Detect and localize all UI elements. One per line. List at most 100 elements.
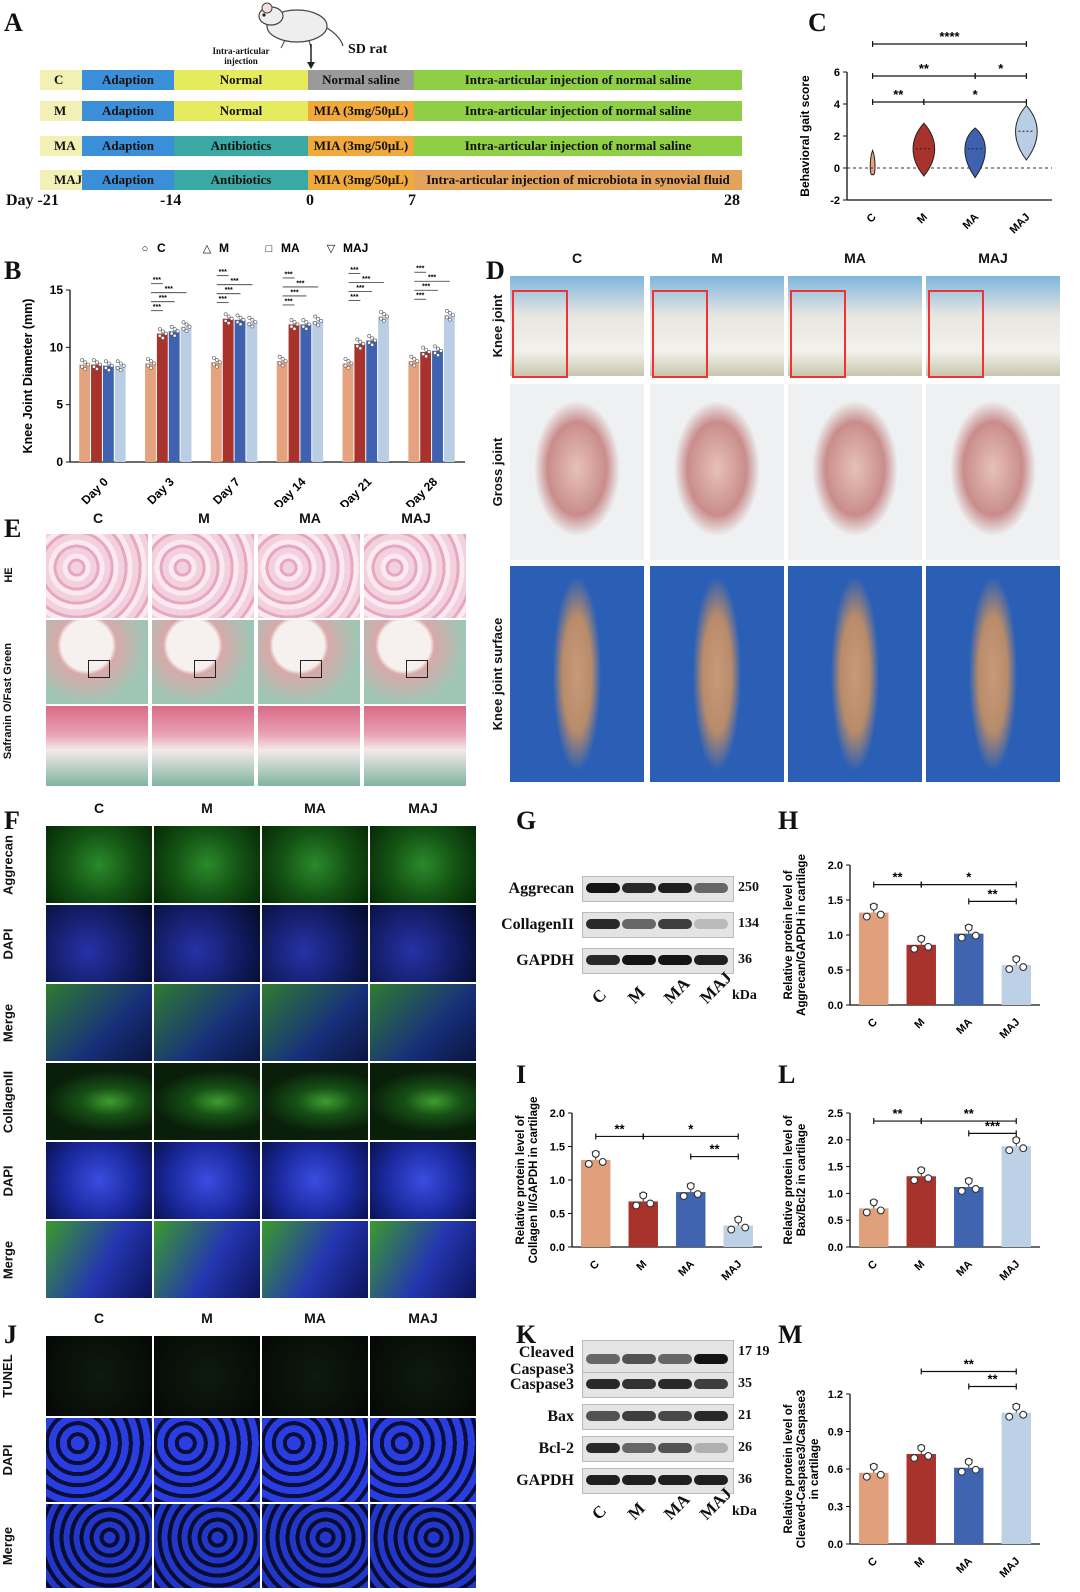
data-point (924, 1174, 933, 1183)
x-tick-label: C (866, 1016, 880, 1030)
group-code-ma: MA (40, 136, 82, 156)
image-tile (370, 1418, 476, 1502)
injection-arrow (307, 44, 315, 69)
data-point (727, 1225, 736, 1234)
blot-band (586, 1354, 620, 1364)
significance-marker: * (973, 87, 979, 102)
bar-m (288, 324, 300, 462)
data-point (924, 942, 933, 951)
significance-marker: **** (939, 30, 960, 44)
data-point (211, 362, 216, 367)
data-point (277, 361, 282, 366)
data-point (316, 316, 321, 321)
timeline-segment: MIA (3mg/50μL) (308, 136, 414, 156)
bar-ma (102, 365, 114, 462)
data-point (238, 322, 243, 327)
legend-marker: △ (203, 243, 212, 255)
data-point (741, 1223, 750, 1232)
data-point (421, 345, 426, 350)
data-point (146, 357, 150, 361)
histology-image (258, 706, 360, 786)
blot-label: GAPDH (516, 952, 574, 969)
data-point (964, 923, 973, 932)
data-point (121, 363, 126, 368)
data-point (367, 334, 372, 338)
data-point (250, 324, 255, 329)
data-point (181, 326, 186, 331)
blot-band (694, 919, 728, 929)
timeline-segment: Intra-articular injection of normal sali… (414, 101, 742, 121)
blot-label: Bcl-2 (538, 1440, 574, 1457)
image-tile (154, 826, 260, 903)
red-roi-box (928, 290, 984, 378)
kda-unit: kDa (732, 1504, 757, 1519)
red-roi-box (512, 290, 568, 378)
bar-maj (246, 322, 258, 462)
data-point (639, 1191, 648, 1200)
y-axis-label: Relative protein level of (783, 1115, 795, 1244)
column-header-ma: MA (299, 510, 321, 526)
image-tile (46, 905, 152, 982)
column-header-c: C (571, 250, 583, 266)
bar-m (222, 318, 234, 462)
bar-ma (234, 319, 246, 462)
image-tile (262, 1504, 368, 1588)
blot-label: Bax (547, 1408, 574, 1425)
y-tick-label: 15 (50, 283, 64, 297)
column-header-maj: MAJ (408, 800, 438, 816)
x-tick-label: M (634, 1258, 649, 1273)
row-label: Knee joint (490, 294, 505, 358)
significance-marker: ** (964, 1106, 975, 1121)
significance-marker: *** (153, 277, 161, 284)
timeline-segment: MIA (3mg/50μL) (308, 170, 414, 190)
significance-marker: *** (422, 284, 430, 291)
data-point (591, 1149, 600, 1158)
image-tile (262, 826, 368, 903)
legend-label: MAJ (343, 241, 368, 255)
data-point (598, 1157, 607, 1166)
y-tick-label: 0.0 (828, 1000, 843, 1012)
bar-ma (366, 340, 378, 462)
image-tile (46, 826, 152, 903)
data-point (211, 355, 216, 360)
significance-marker: ** (893, 87, 904, 102)
data-point (917, 934, 926, 943)
image-tile (262, 1142, 368, 1219)
data-point (149, 359, 153, 364)
bar-c (408, 361, 420, 462)
data-point (346, 365, 351, 370)
blot-band (658, 1443, 692, 1453)
data-point (169, 331, 174, 336)
image-tile (154, 1418, 260, 1502)
y-axis-label: Cleaved-Caspase3/Caspase3 (796, 1390, 808, 1549)
data-point (957, 933, 966, 942)
panel-k-western-blot: Cleaved Caspase3 17 19 Caspase3 35 Bax 21 Bcl-… (490, 1340, 780, 1590)
blot-band (622, 1475, 656, 1485)
histology-image (152, 534, 254, 618)
data-point (385, 314, 389, 319)
data-point (876, 910, 885, 919)
blot-band (586, 1475, 620, 1485)
violin-maj (1015, 104, 1038, 161)
data-point (450, 313, 455, 318)
lane-label: M (624, 1498, 649, 1524)
timeline-segment: Normal (174, 101, 308, 121)
significance-marker: ** (964, 1357, 975, 1372)
data-point (433, 351, 437, 355)
image-tile (262, 905, 368, 982)
blot-band (694, 1354, 728, 1364)
row-label: Merge (0, 1526, 15, 1566)
data-point (433, 344, 437, 349)
data-point (295, 322, 300, 327)
y-tick-label: 0 (834, 163, 840, 175)
image-tile (650, 276, 784, 376)
image-tile (46, 984, 152, 1061)
data-point (427, 350, 432, 354)
chart-h-aggrecan: 0.0 0.5 1.0 1.5 2.0 C M MA MAJ Relative protein l… (783, 854, 1040, 1041)
bar-c (210, 362, 222, 462)
data-point (235, 313, 240, 318)
data-point (379, 316, 383, 321)
data-point (229, 316, 234, 321)
legend-marker: □ (266, 243, 273, 255)
data-point (292, 326, 297, 331)
